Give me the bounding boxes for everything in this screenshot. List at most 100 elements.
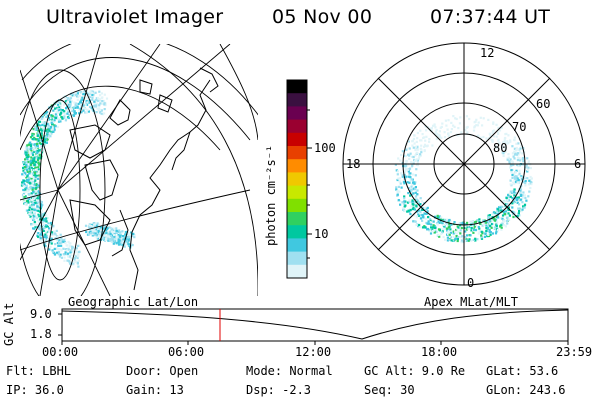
aurora-pixel xyxy=(406,181,409,184)
aurora-pixel xyxy=(106,235,110,238)
aurora-pixel xyxy=(429,127,432,130)
aurora-pixel xyxy=(507,156,510,159)
aurora-pixel xyxy=(411,183,414,186)
aurora-pixel xyxy=(96,237,99,240)
aurora-pixel xyxy=(414,159,417,162)
colorbar-unit-label: photon cm⁻²s⁻¹ xyxy=(264,144,278,246)
aurora-pixel xyxy=(447,119,450,122)
aurora-pixel xyxy=(412,146,415,149)
aurora-pixel xyxy=(76,244,80,247)
aurora-pixel xyxy=(98,98,101,101)
aurora-pixel xyxy=(520,175,523,178)
aurora-pixel xyxy=(506,140,509,143)
aurora-pixel xyxy=(52,109,55,112)
aurora-pixel xyxy=(520,152,523,155)
aurora-pixel xyxy=(110,227,113,230)
timeline-xtick-1200: 12:00 xyxy=(295,345,332,359)
aurora-pixel xyxy=(500,126,503,129)
aurora-pixel xyxy=(44,224,47,227)
aurora-pixel xyxy=(401,201,404,204)
aurora-pixel xyxy=(37,174,40,177)
aurora-pixel xyxy=(406,210,409,213)
mlat-label-80: 80 xyxy=(493,141,508,155)
aurora-pixel xyxy=(62,239,66,242)
aurora-pixel xyxy=(520,210,523,213)
aurora-pixel xyxy=(26,175,29,178)
aurora-pixel xyxy=(113,228,116,231)
aurora-pixel xyxy=(115,227,118,230)
aurora-pixel xyxy=(27,166,30,169)
aurora-pixel xyxy=(464,230,467,233)
aurora-pixel xyxy=(36,187,40,190)
aurora-pixel xyxy=(522,160,525,163)
aurora-pixel xyxy=(30,149,33,152)
aurora-pixel xyxy=(416,164,419,167)
timeline-xtick-1800: 18:00 xyxy=(421,345,458,359)
aurora-pixel xyxy=(37,157,40,160)
aurora-pixel xyxy=(414,181,417,184)
aurora-pixel xyxy=(59,233,62,236)
aurora-pixel xyxy=(434,226,437,229)
aurora-pixel xyxy=(72,106,75,109)
aurora-pixel xyxy=(22,173,26,177)
aurora-left xyxy=(20,89,136,268)
aurora-pixel xyxy=(70,100,73,103)
aurora-pixel xyxy=(519,188,523,191)
aurora-pixel xyxy=(33,190,36,193)
colorbar-band xyxy=(287,106,307,121)
aurora-pixel xyxy=(33,207,36,210)
aurora-pixel xyxy=(95,111,98,114)
aurora-pixel xyxy=(40,210,43,213)
aurora-pixel xyxy=(54,237,57,240)
aurora-pixel xyxy=(395,186,398,189)
aurora-pixel xyxy=(50,132,53,135)
aurora-pixel xyxy=(34,178,37,181)
aurora-pixel xyxy=(429,229,432,232)
aurora-pixel xyxy=(73,94,76,97)
aurora-pixel xyxy=(52,120,55,124)
aurora-pixel xyxy=(50,114,53,117)
aurora-pixel xyxy=(489,225,492,228)
aurora-pixel xyxy=(106,227,109,230)
aurora-pixel xyxy=(411,202,414,206)
aurora-pixel xyxy=(411,188,414,191)
aurora-pixel xyxy=(44,241,47,244)
aurora-pixel xyxy=(68,104,71,107)
aurora-pixel xyxy=(72,114,76,117)
aurora-pixel xyxy=(24,188,27,191)
aurora-pixel xyxy=(119,235,122,238)
aurora-pixel xyxy=(78,112,81,115)
aurora-pixel xyxy=(32,227,35,230)
aurora-pixel xyxy=(64,241,67,244)
aurora-pixel xyxy=(88,224,91,227)
aurora-pixel xyxy=(474,239,477,242)
aurora-pixel xyxy=(519,147,522,150)
aurora-pixel xyxy=(465,238,468,241)
aurora-pixel xyxy=(117,241,120,244)
aurora-pixel xyxy=(493,217,496,220)
aurora-pixel xyxy=(99,232,102,235)
aurora-pixel xyxy=(457,134,460,137)
aurora-pixel xyxy=(36,189,39,193)
aurora-pixel xyxy=(410,193,413,196)
aurora-pixel xyxy=(453,125,456,128)
aurora-pixel xyxy=(491,232,494,235)
aurora-pixel xyxy=(80,111,83,114)
colorbar-band xyxy=(287,80,307,94)
aurora-pixel xyxy=(32,179,35,182)
aurora-pixel xyxy=(58,105,61,109)
aurora-pixel xyxy=(36,207,39,210)
aurora-pixel xyxy=(46,229,49,233)
aurora-pixel xyxy=(50,223,53,226)
aurora-pixel xyxy=(527,166,530,169)
aurora-pixel xyxy=(44,112,47,115)
aurora-pixel xyxy=(425,145,429,148)
aurora-pixel xyxy=(27,143,30,146)
aurora-pixel xyxy=(513,139,516,142)
aurora-pixel xyxy=(411,155,414,158)
aurora-pixel xyxy=(24,172,27,175)
aurora-pixel xyxy=(24,203,27,206)
aurora-pixel xyxy=(501,209,504,212)
aurora-pixel xyxy=(527,169,530,172)
aurora-pixel xyxy=(512,201,515,204)
